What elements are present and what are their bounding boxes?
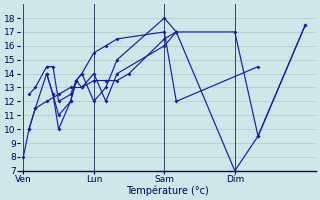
X-axis label: Température (°c): Température (°c) [126, 185, 209, 196]
